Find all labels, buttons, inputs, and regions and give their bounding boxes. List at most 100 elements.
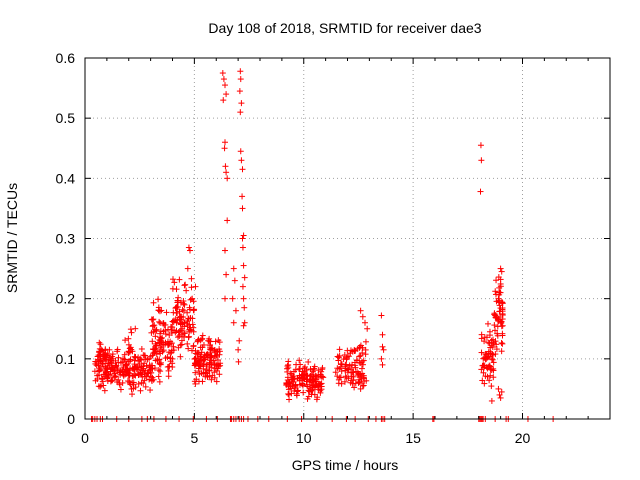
data-point	[232, 307, 239, 314]
data-point	[343, 356, 350, 363]
data-point	[97, 353, 104, 360]
data-point	[113, 363, 120, 370]
data-point	[125, 335, 132, 342]
data-point	[498, 339, 505, 346]
data-point	[203, 351, 210, 358]
data-point	[221, 145, 228, 152]
data-point	[497, 305, 504, 312]
data-point	[176, 276, 183, 283]
data-point	[174, 304, 181, 311]
data-point	[101, 355, 108, 362]
data-point	[216, 339, 223, 346]
data-point	[362, 351, 369, 358]
data-point	[212, 338, 219, 345]
data-point	[349, 380, 356, 387]
data-point	[224, 217, 231, 224]
data-point	[239, 193, 246, 200]
data-point	[285, 378, 292, 385]
data-point	[175, 329, 182, 336]
data-point	[182, 281, 189, 288]
data-point	[222, 163, 229, 170]
data-point	[149, 338, 156, 345]
data-point	[492, 288, 499, 295]
data-point	[313, 382, 320, 389]
data-point	[196, 371, 203, 378]
data-point	[304, 395, 311, 402]
data-point	[317, 387, 324, 394]
data-point	[495, 385, 502, 392]
data-point	[319, 366, 326, 373]
y-tick-label: 0.3	[56, 231, 76, 247]
data-point	[284, 374, 291, 381]
data-point	[361, 378, 368, 385]
data-point	[165, 373, 172, 380]
data-point	[359, 313, 366, 320]
data-point	[216, 346, 223, 353]
data-point	[153, 351, 160, 358]
data-point	[357, 307, 364, 314]
data-point	[494, 323, 501, 330]
data-point	[491, 322, 498, 329]
data-point	[492, 312, 499, 319]
data-point	[166, 332, 173, 339]
data-point	[181, 301, 188, 308]
data-point	[220, 76, 227, 83]
data-point	[174, 297, 181, 304]
data-point	[197, 344, 204, 351]
data-point	[343, 374, 350, 381]
data-point	[183, 287, 190, 294]
data-point	[157, 368, 164, 375]
data-point	[112, 357, 119, 364]
data-point	[128, 385, 135, 392]
data-point	[155, 373, 162, 380]
data-point	[289, 382, 296, 389]
data-point	[335, 376, 342, 383]
data-point	[337, 360, 344, 367]
data-point	[150, 376, 157, 383]
data-point	[301, 374, 308, 381]
data-point	[336, 352, 343, 359]
data-point	[199, 332, 206, 339]
data-point	[379, 361, 386, 368]
data-point	[289, 376, 296, 383]
data-point	[496, 302, 503, 309]
data-point	[169, 364, 176, 371]
data-point	[213, 378, 220, 385]
data-point	[173, 309, 180, 316]
data-point	[208, 345, 215, 352]
data-point	[236, 337, 243, 344]
data-point	[150, 328, 157, 335]
data-point	[219, 70, 226, 77]
data-point	[132, 325, 139, 332]
data-point	[184, 265, 191, 272]
data-point	[224, 175, 231, 182]
data-point	[124, 377, 131, 384]
data-point	[240, 262, 247, 269]
data-point	[179, 331, 186, 338]
data-point	[197, 353, 204, 360]
data-point	[173, 286, 180, 293]
data-point	[284, 368, 291, 375]
data-point	[192, 360, 199, 367]
x-tick-label: 15	[405, 430, 421, 446]
data-point	[496, 308, 503, 315]
data-point	[209, 372, 216, 379]
data-point	[156, 318, 163, 325]
data-point	[97, 383, 104, 390]
data-point	[98, 363, 105, 370]
data-point	[147, 387, 154, 394]
data-point	[100, 351, 107, 358]
data-point	[477, 142, 484, 149]
data-point	[290, 373, 297, 380]
data-point	[96, 339, 103, 346]
data-point	[177, 342, 184, 349]
data-point	[348, 373, 355, 380]
data-point	[380, 346, 387, 353]
data-point	[119, 379, 126, 386]
data-point	[231, 277, 238, 284]
data-point	[132, 372, 139, 379]
points-layer	[88, 68, 557, 422]
data-point	[200, 356, 207, 363]
data-point	[113, 379, 120, 386]
data-point	[241, 319, 248, 326]
